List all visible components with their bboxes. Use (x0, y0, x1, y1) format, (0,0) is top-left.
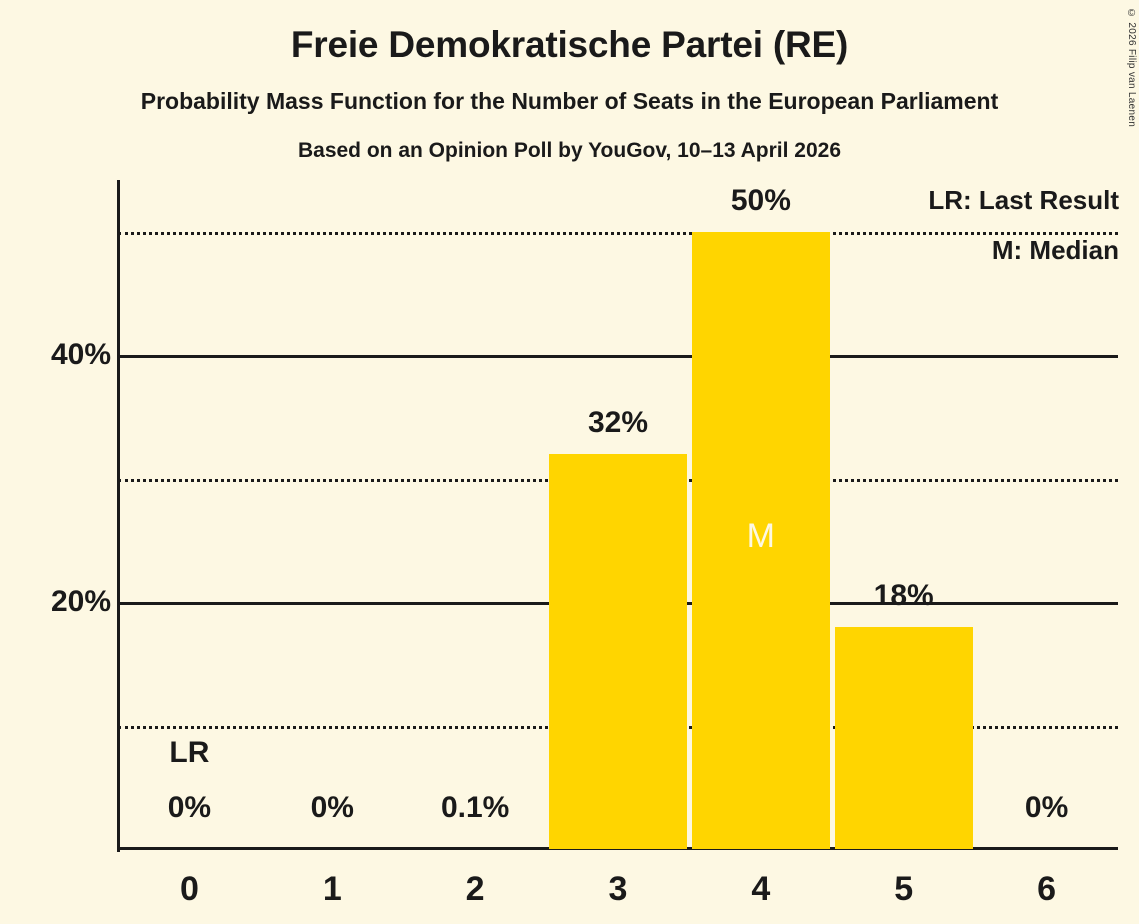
y-axis-line (117, 180, 120, 852)
x-axis-tick-label-1: 1 (322, 870, 342, 908)
copyright-notice: © 2026 Filip van Laenen (1126, 8, 1137, 128)
gridline-major (118, 355, 1118, 359)
x-axis-tick-label-4: 4 (751, 870, 771, 908)
median-marker: M (746, 516, 775, 555)
value-label-seats-2: 0.1% (440, 791, 510, 824)
value-label-seats-1: 0% (310, 791, 354, 824)
x-axis-tick-label-0: 0 (179, 870, 199, 908)
x-axis-tick-label-6: 6 (1037, 870, 1057, 908)
value-label-seats-0: 0% (167, 791, 212, 824)
x-axis-tick-label-3: 3 (608, 870, 628, 908)
x-axis-tick-label-2: 2 (465, 870, 485, 908)
gridline-minor (118, 232, 1118, 235)
value-label-seats-4: 50% (730, 184, 791, 217)
value-label-seats-3: 32% (587, 406, 649, 440)
chart-source-line: Based on an Opinion Poll by YouGov, 10–1… (297, 139, 842, 162)
bar-seats-4[interactable]: M (691, 232, 830, 849)
legend-median: M: Median (991, 235, 1119, 265)
bar-seats-3[interactable] (549, 454, 687, 849)
x-axis-tick-label-5: 5 (894, 870, 914, 908)
chart-subtitle: Probability Mass Function for the Number… (140, 88, 999, 114)
value-label-seats-6: 0% (1024, 791, 1069, 824)
last-result-marker: LR (169, 736, 210, 769)
value-label-seats-5: 18% (873, 578, 934, 612)
legend-last-result: LR: Last Result (928, 185, 1119, 215)
y-axis-tick-label: 40% (50, 338, 111, 372)
chart-title: Freie Demokratische Partei (RE) (290, 24, 849, 65)
bar-seats-5[interactable] (834, 626, 973, 849)
y-axis-tick-label: 20% (50, 585, 111, 619)
